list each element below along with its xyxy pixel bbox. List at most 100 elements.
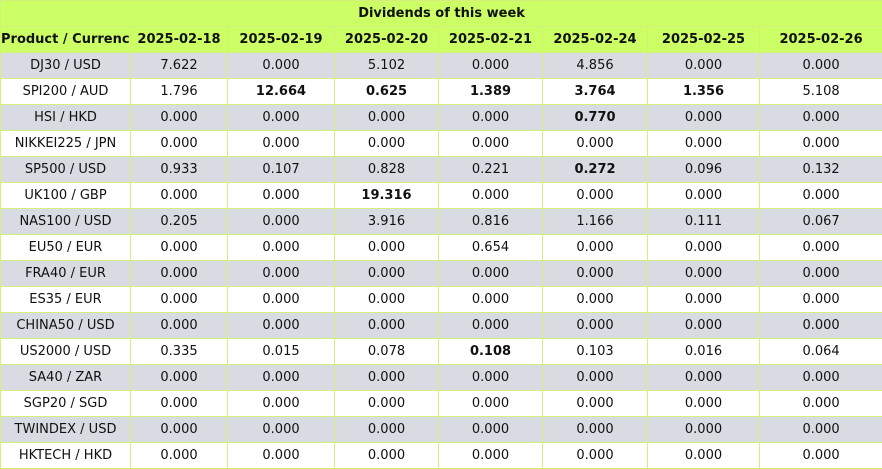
- product-cell: ES35 / EUR: [0, 286, 131, 313]
- dividend-value-cell: 0.000: [227, 364, 335, 391]
- table-row: HSI / HKD 0.000 0.000 0.000 0.000 0.770 0.000 0…: [0, 104, 882, 131]
- dividend-value-cell: 0.000: [438, 260, 543, 287]
- table-row: EU50 / EUR 0.000 0.000 0.000 0.654 0.000 0.000…: [0, 234, 882, 261]
- column-header-date: 2025-02-24: [542, 26, 648, 53]
- dividend-value-cell: 0.000: [758, 182, 882, 209]
- dividend-value-cell: 0.000: [130, 312, 228, 339]
- dividend-value-cell: 0.000: [227, 390, 335, 417]
- dividend-value-cell: 0.000: [227, 208, 335, 235]
- dividend-value-cell: 0.828: [334, 156, 439, 183]
- dividend-value-cell: 0.000: [438, 312, 543, 339]
- product-cell: DJ30 / USD: [0, 52, 131, 79]
- dividend-value-cell: 0.000: [438, 416, 543, 443]
- dividend-value-cell: 0.000: [130, 130, 228, 157]
- product-cell: FRA40 / EUR: [0, 260, 131, 287]
- dividend-value-cell: 1.389: [438, 78, 543, 105]
- dividend-value-cell: 0.654: [438, 234, 543, 261]
- dividend-value-cell: 0.000: [438, 390, 543, 417]
- table-row: HKTECH / HKD 0.000 0.000 0.000 0.000 0.000 0.0…: [0, 442, 882, 469]
- dividend-value-cell: 0.000: [227, 312, 335, 339]
- dividend-value-cell: 0.000: [130, 442, 228, 469]
- dividend-value-cell: 1.166: [542, 208, 648, 235]
- table-row: SGP20 / SGD 0.000 0.000 0.000 0.000 0.000 0.00…: [0, 390, 882, 417]
- table-row: UK100 / GBP 0.000 0.000 19.316 0.000 0.000 0.0…: [0, 182, 882, 209]
- dividend-value-cell: 0.064: [758, 338, 882, 365]
- dividend-value-cell: 0.000: [542, 286, 648, 313]
- product-cell: UK100 / GBP: [0, 182, 131, 209]
- title-row: Dividends of this week: [0, 0, 882, 27]
- table-row: TWINDEX / USD 0.000 0.000 0.000 0.000 0.000 0.…: [0, 416, 882, 443]
- dividend-value-cell: 0.000: [647, 260, 760, 287]
- dividend-value-cell: 0.067: [758, 208, 882, 235]
- dividend-value-cell: 0.000: [647, 364, 760, 391]
- column-header-date: 2025-02-26: [758, 26, 882, 53]
- dividend-value-cell: 0.000: [438, 286, 543, 313]
- dividend-value-cell: 0.000: [227, 260, 335, 287]
- dividend-value-cell: 0.000: [438, 364, 543, 391]
- dividend-value-cell: 0.000: [758, 52, 882, 79]
- dividend-value-cell: 0.000: [130, 286, 228, 313]
- dividend-value-cell: 0.272: [542, 156, 648, 183]
- dividend-value-cell: 5.102: [334, 52, 439, 79]
- dividend-value-cell: 0.000: [758, 416, 882, 443]
- dividend-value-cell: 0.205: [130, 208, 228, 235]
- dividend-value-cell: 0.016: [647, 338, 760, 365]
- product-cell: NIKKEI225 / JPN: [0, 130, 131, 157]
- dividend-value-cell: 0.000: [438, 442, 543, 469]
- column-header-date: 2025-02-21: [438, 26, 543, 53]
- table-row: NIKKEI225 / JPN 0.000 0.000 0.000 0.000 0.000…: [0, 130, 882, 157]
- dividend-value-cell: 0.000: [130, 234, 228, 261]
- dividend-value-cell: 0.000: [542, 312, 648, 339]
- dividend-value-cell: 0.000: [334, 442, 439, 469]
- dividend-value-cell: 0.000: [758, 390, 882, 417]
- dividend-value-cell: 0.000: [542, 390, 648, 417]
- dividend-value-cell: 0.000: [758, 234, 882, 261]
- dividend-value-cell: 19.316: [334, 182, 439, 209]
- table-row: SPI200 / AUD 1.796 12.664 0.625 1.389 3.764 1.…: [0, 78, 882, 105]
- product-cell: SPI200 / AUD: [0, 78, 131, 105]
- dividend-value-cell: 0.625: [334, 78, 439, 105]
- product-cell: SGP20 / SGD: [0, 390, 131, 417]
- dividend-value-cell: 0.816: [438, 208, 543, 235]
- dividend-value-cell: 3.916: [334, 208, 439, 235]
- dividend-value-cell: 0.000: [130, 260, 228, 287]
- dividend-value-cell: 0.000: [334, 286, 439, 313]
- dividend-value-cell: 0.000: [130, 364, 228, 391]
- dividend-value-cell: 0.000: [438, 130, 543, 157]
- dividend-value-cell: 0.000: [438, 182, 543, 209]
- table-row: DJ30 / USD 7.622 0.000 5.102 0.000 4.856 0.000…: [0, 52, 882, 79]
- dividend-value-cell: 0.335: [130, 338, 228, 365]
- table-row: ES35 / EUR 0.000 0.000 0.000 0.000 0.000 0.000…: [0, 286, 882, 313]
- column-header-date: 2025-02-25: [647, 26, 760, 53]
- dividend-value-cell: 0.000: [647, 104, 760, 131]
- dividend-value-cell: 0.000: [130, 390, 228, 417]
- dividend-value-cell: 0.000: [227, 416, 335, 443]
- dividend-value-cell: 0.000: [647, 416, 760, 443]
- table-row: SP500 / USD 0.933 0.107 0.828 0.221 0.272 0.09…: [0, 156, 882, 183]
- dividend-value-cell: 0.000: [647, 130, 760, 157]
- dividend-value-cell: 0.000: [647, 286, 760, 313]
- dividend-value-cell: 0.000: [542, 416, 648, 443]
- dividend-value-cell: 0.000: [334, 390, 439, 417]
- dividend-value-cell: 0.000: [647, 390, 760, 417]
- table-row: FRA40 / EUR 0.000 0.000 0.000 0.000 0.000 0.00…: [0, 260, 882, 287]
- table-row: NAS100 / USD 0.205 0.000 3.916 0.816 1.166 0.1…: [0, 208, 882, 235]
- dividend-value-cell: 0.000: [647, 234, 760, 261]
- dividend-value-cell: 0.221: [438, 156, 543, 183]
- dividend-value-cell: 0.000: [542, 234, 648, 261]
- dividend-value-cell: 0.111: [647, 208, 760, 235]
- dividend-value-cell: 0.000: [227, 52, 335, 79]
- dividend-value-cell: 0.770: [542, 104, 648, 131]
- product-cell: US2000 / USD: [0, 338, 131, 365]
- dividend-value-cell: 0.000: [647, 442, 760, 469]
- dividend-value-cell: 0.000: [758, 442, 882, 469]
- dividend-value-cell: 0.000: [758, 260, 882, 287]
- dividend-value-cell: 0.000: [334, 416, 439, 443]
- dividend-value-cell: 0.000: [334, 312, 439, 339]
- product-cell: NAS100 / USD: [0, 208, 131, 235]
- dividend-value-cell: 3.764: [542, 78, 648, 105]
- dividend-value-cell: 0.933: [130, 156, 228, 183]
- dividend-value-cell: 0.000: [227, 234, 335, 261]
